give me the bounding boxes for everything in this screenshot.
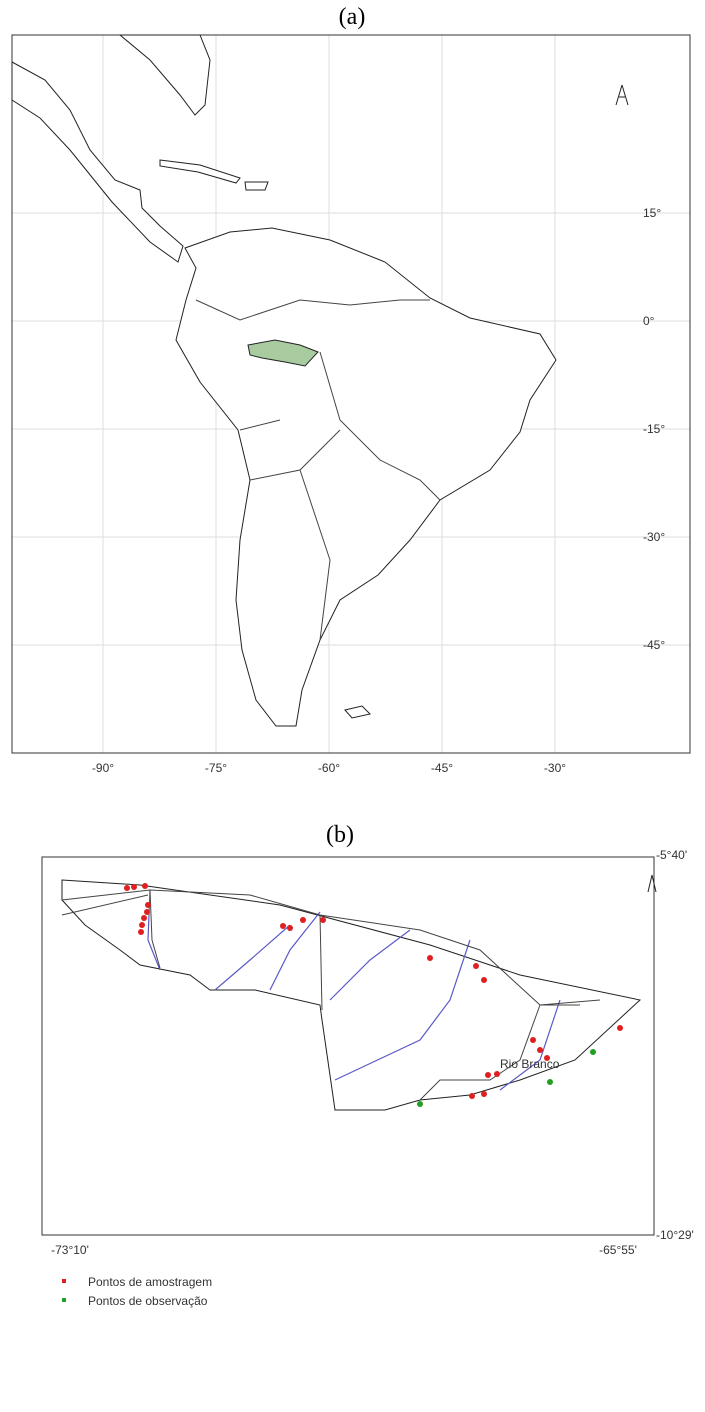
- legend-label: Pontos de amostragem: [88, 1275, 212, 1289]
- coord-label: -10°29': [656, 1228, 694, 1242]
- cuba: [160, 160, 240, 183]
- north-arrow: [648, 875, 656, 892]
- south-america: [176, 228, 556, 726]
- falklands: [345, 706, 370, 718]
- hispaniola: [245, 182, 268, 190]
- panel-label: (a): [339, 4, 366, 30]
- lat-label: 0°: [643, 314, 655, 328]
- legend-swatch: [62, 1298, 66, 1302]
- lat-label: -15°: [643, 422, 665, 436]
- north-america: [12, 62, 183, 262]
- lat-label: -30°: [643, 530, 665, 544]
- panel-label: (b): [326, 822, 354, 848]
- north-arrow: [616, 85, 628, 105]
- legend-label: Pontos de observação: [88, 1294, 208, 1308]
- figure: (a) -90° -75° -60° -45° -30° 15° 0° -15° -30° -45…: [0, 0, 705, 1412]
- lat-label: 15°: [643, 206, 661, 220]
- coord-label: -73°10': [51, 1243, 89, 1257]
- coord-label: -5°40': [656, 848, 687, 862]
- lon-label: -60°: [318, 761, 340, 775]
- lon-label: -30°: [544, 761, 566, 775]
- legend-swatch: [62, 1279, 66, 1283]
- lon-label: -90°: [92, 761, 114, 775]
- lat-label: -45°: [643, 638, 665, 652]
- lon-label: -75°: [205, 761, 227, 775]
- lon-label: -45°: [431, 761, 453, 775]
- place-label: Rio Branco: [500, 1057, 560, 1071]
- coord-label: -65°55': [599, 1243, 637, 1257]
- north-america-east: [120, 35, 210, 115]
